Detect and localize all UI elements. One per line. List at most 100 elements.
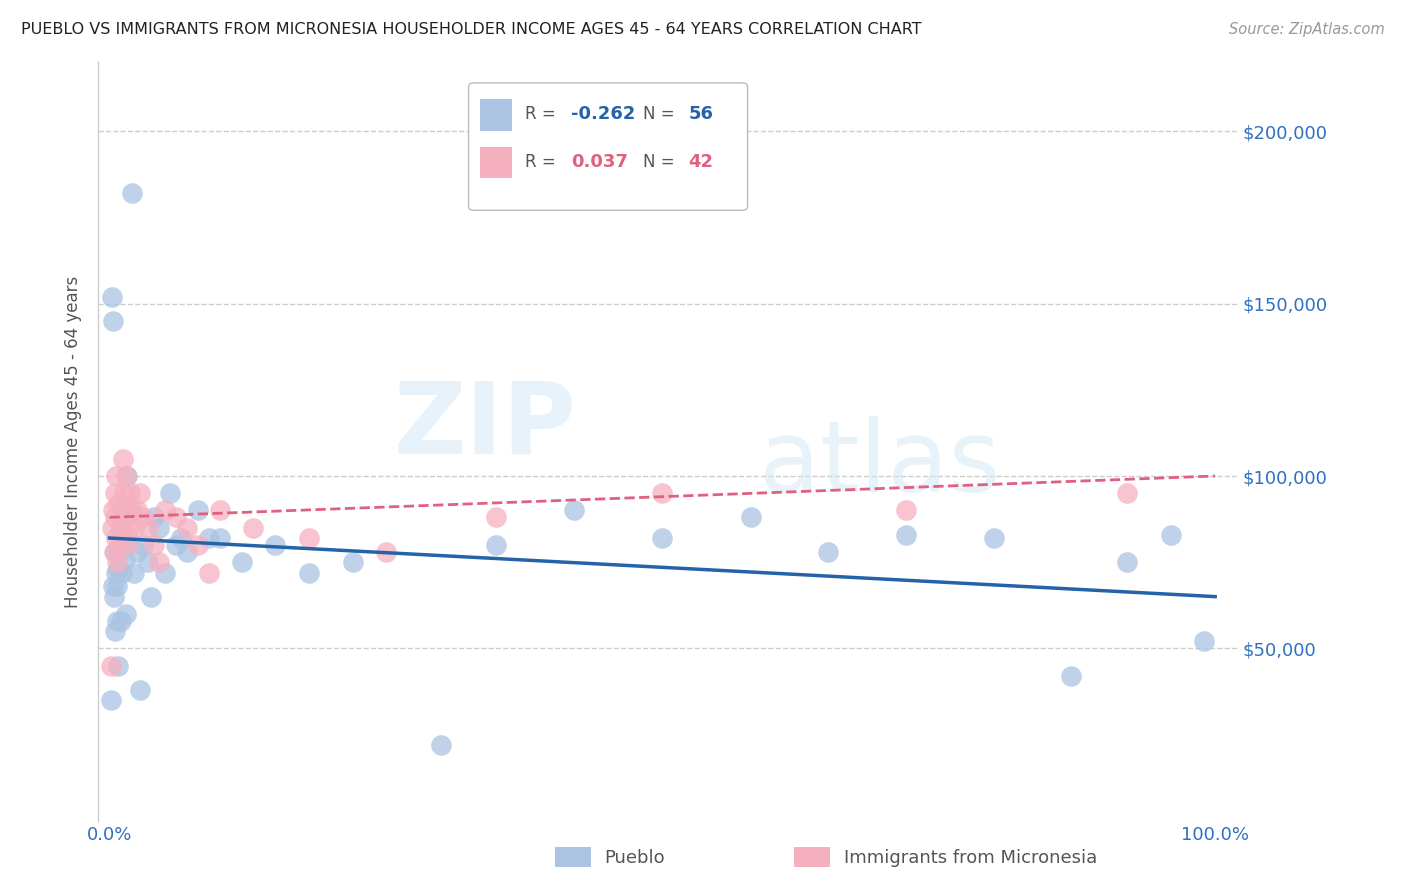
Point xyxy=(105,531,128,545)
Point xyxy=(111,503,134,517)
Point xyxy=(651,531,673,545)
Point xyxy=(264,538,287,552)
Point xyxy=(153,566,176,580)
Point xyxy=(112,486,135,500)
Text: R =: R = xyxy=(526,105,561,123)
Point xyxy=(198,531,221,545)
Point xyxy=(651,486,673,500)
Point xyxy=(103,590,125,604)
Text: atlas: atlas xyxy=(759,416,1001,513)
Text: R =: R = xyxy=(526,153,561,170)
Point xyxy=(231,555,253,569)
Text: Pueblo: Pueblo xyxy=(605,849,665,867)
Text: 42: 42 xyxy=(689,153,713,170)
Point xyxy=(103,545,125,559)
Point xyxy=(148,521,170,535)
Point xyxy=(101,314,124,328)
Point xyxy=(129,682,152,697)
Point xyxy=(430,738,453,752)
Bar xyxy=(479,99,512,130)
Point xyxy=(104,545,127,559)
Point xyxy=(104,510,127,524)
Bar xyxy=(479,146,512,178)
Point xyxy=(209,531,232,545)
Point xyxy=(1115,555,1137,569)
Point xyxy=(159,486,181,500)
Point xyxy=(131,538,153,552)
Text: ZIP: ZIP xyxy=(394,378,576,475)
Point xyxy=(115,469,138,483)
Point xyxy=(136,521,159,535)
Point xyxy=(105,566,128,580)
Y-axis label: Householder Income Ages 45 - 64 years: Householder Income Ages 45 - 64 years xyxy=(65,276,83,607)
Bar xyxy=(555,847,591,867)
Point xyxy=(485,538,508,552)
Point xyxy=(114,510,136,524)
Point xyxy=(112,510,135,524)
Point xyxy=(108,538,131,552)
Point xyxy=(104,624,127,639)
Point xyxy=(111,566,134,580)
Bar xyxy=(794,847,830,867)
Point xyxy=(100,290,122,304)
Point xyxy=(485,510,508,524)
Text: N =: N = xyxy=(643,153,679,170)
Point xyxy=(562,503,585,517)
Point xyxy=(242,521,264,535)
Point xyxy=(122,566,145,580)
FancyBboxPatch shape xyxy=(468,83,748,211)
Point xyxy=(105,469,128,483)
Point xyxy=(104,486,127,500)
Point xyxy=(983,531,1005,545)
Point xyxy=(115,497,138,511)
Text: -0.262: -0.262 xyxy=(571,105,636,123)
Point xyxy=(108,545,131,559)
Point xyxy=(165,538,187,552)
Point xyxy=(209,503,232,517)
Point xyxy=(176,545,198,559)
Point xyxy=(117,538,139,552)
Point xyxy=(1060,669,1083,683)
Point xyxy=(110,521,132,535)
Point xyxy=(101,503,124,517)
Point xyxy=(122,521,145,535)
Point xyxy=(107,497,129,511)
Point xyxy=(297,566,319,580)
Point xyxy=(129,486,152,500)
Point xyxy=(110,614,132,628)
Point xyxy=(1115,486,1137,500)
Point xyxy=(100,693,122,707)
Text: 0.037: 0.037 xyxy=(571,153,628,170)
Point xyxy=(894,527,917,541)
Point xyxy=(817,545,839,559)
Point xyxy=(142,538,165,552)
Point xyxy=(165,510,187,524)
Point xyxy=(105,579,128,593)
Point xyxy=(141,590,163,604)
Point xyxy=(170,531,193,545)
Point xyxy=(297,531,319,545)
Point xyxy=(374,545,396,559)
Text: Immigrants from Micronesia: Immigrants from Micronesia xyxy=(844,849,1097,867)
Point xyxy=(198,566,221,580)
Point xyxy=(120,486,142,500)
Point xyxy=(117,531,139,545)
Point xyxy=(118,521,141,535)
Text: N =: N = xyxy=(643,105,679,123)
Point xyxy=(131,510,153,524)
Point xyxy=(740,510,762,524)
Point xyxy=(105,555,128,569)
Point xyxy=(127,545,149,559)
Point xyxy=(100,658,122,673)
Text: 56: 56 xyxy=(689,105,713,123)
Point xyxy=(1192,634,1215,648)
Text: Source: ZipAtlas.com: Source: ZipAtlas.com xyxy=(1229,22,1385,37)
Point xyxy=(894,503,917,517)
Point xyxy=(187,538,209,552)
Point xyxy=(105,614,128,628)
Point xyxy=(107,562,129,576)
Point xyxy=(176,521,198,535)
Text: PUEBLO VS IMMIGRANTS FROM MICRONESIA HOUSEHOLDER INCOME AGES 45 - 64 YEARS CORRE: PUEBLO VS IMMIGRANTS FROM MICRONESIA HOU… xyxy=(21,22,922,37)
Point xyxy=(107,658,129,673)
Point xyxy=(187,503,209,517)
